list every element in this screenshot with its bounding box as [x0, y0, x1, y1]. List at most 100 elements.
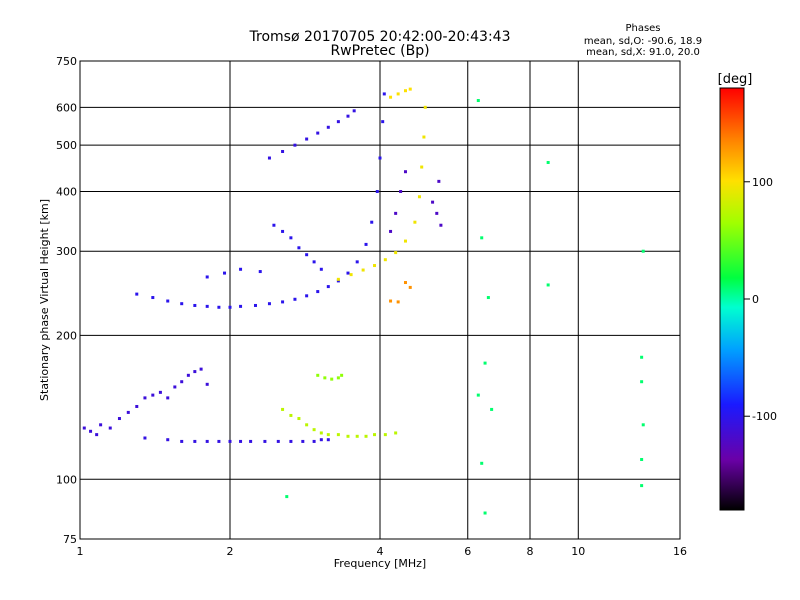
point-2-8 [346, 434, 350, 438]
series-2 [281, 407, 398, 438]
point-4-1 [151, 296, 155, 300]
point-4-22 [378, 156, 382, 160]
point-11-12 [640, 484, 644, 488]
point-1-10 [158, 390, 162, 394]
point-4-8 [239, 304, 243, 308]
point-2-6 [326, 433, 330, 437]
point-1-11 [166, 396, 170, 400]
point-2-4 [312, 428, 316, 432]
point-5-5 [326, 125, 330, 129]
point-6-8 [223, 271, 227, 275]
point-0-2 [180, 439, 184, 443]
point-5-2 [293, 143, 297, 147]
gridlines [80, 61, 680, 539]
point-0-10 [276, 439, 280, 443]
point-1-2 [95, 433, 99, 437]
point-4-24 [382, 92, 386, 96]
point-3-0 [316, 373, 320, 377]
y-tick-400: 400 [56, 185, 77, 198]
point-1-12 [173, 385, 177, 389]
point-2-10 [364, 434, 368, 438]
point-11-10 [641, 423, 645, 427]
point-11-9 [640, 380, 644, 384]
chart-subtitle: RwPretec (Bp) [330, 43, 429, 59]
point-0-11 [289, 439, 293, 443]
point-4-6 [217, 305, 221, 309]
point-3-2 [330, 377, 334, 381]
point-8-7 [413, 220, 417, 224]
series-3 [316, 373, 344, 381]
point-11-5 [546, 160, 550, 164]
series-0 [143, 436, 330, 443]
x-axis-label: Frequency [MHz] [334, 557, 426, 570]
series-7 [389, 170, 443, 233]
point-0-6 [228, 439, 232, 443]
point-8-2 [361, 268, 365, 272]
point-4-10 [267, 302, 271, 306]
point-0-3 [193, 439, 197, 443]
point-0-0 [143, 436, 147, 440]
point-11-14 [285, 495, 289, 499]
point-0-14 [319, 438, 323, 442]
point-11-13 [483, 511, 487, 515]
point-3-4 [340, 373, 344, 377]
point-5-8 [352, 109, 356, 113]
point-1-5 [117, 417, 121, 421]
point-2-11 [373, 433, 377, 437]
point-2-0 [281, 407, 285, 411]
point-7-7 [437, 179, 441, 183]
point-4-14 [316, 290, 320, 294]
point-8-11 [423, 105, 427, 109]
colorbar-gradient [719, 87, 745, 511]
y-axis-label: Stationary phase Virtual Height [km] [38, 199, 51, 401]
point-0-4 [205, 439, 209, 443]
phases-heading: Phases [625, 23, 660, 34]
y-tick-750: 750 [56, 55, 77, 68]
point-7-6 [439, 223, 443, 227]
point-8-3 [373, 264, 377, 268]
point-4-21 [375, 189, 379, 193]
point-11-1 [480, 236, 484, 240]
point-4-20 [370, 220, 374, 224]
x-tick-6: 6 [464, 545, 471, 558]
point-11-0 [476, 99, 480, 103]
point-11-11 [640, 457, 644, 461]
point-8-9 [420, 165, 424, 169]
point-8-5 [394, 251, 398, 255]
colorbar-label: [deg] [718, 72, 753, 87]
point-7-2 [399, 189, 403, 193]
point-1-15 [193, 370, 197, 374]
data-points [82, 87, 645, 515]
point-6-0 [272, 223, 276, 227]
point-5-1 [281, 149, 285, 153]
point-1-6 [126, 410, 130, 414]
point-0-9 [263, 439, 267, 443]
point-2-3 [305, 423, 309, 427]
point-3-3 [336, 376, 340, 380]
point-6-4 [305, 253, 309, 257]
point-4-17 [346, 271, 350, 275]
point-1-8 [143, 396, 147, 400]
point-8-4 [383, 258, 387, 262]
point-8-6 [403, 239, 407, 243]
point-1-9 [151, 393, 155, 397]
point-1-7 [135, 404, 139, 408]
point-2-2 [297, 417, 301, 421]
colorbar-tick-100: 100 [752, 176, 773, 189]
point-4-19 [364, 242, 368, 246]
point-4-0 [135, 292, 139, 296]
point-8-8 [417, 195, 421, 199]
phases-mean-x: mean, sd,X: 91.0, 20.0 [586, 47, 700, 58]
point-11-3 [483, 361, 487, 365]
point-0-12 [301, 439, 305, 443]
point-6-2 [289, 236, 293, 240]
point-11-2 [486, 296, 490, 300]
y-tick-75: 75 [63, 533, 77, 546]
point-10-1 [396, 300, 400, 304]
point-4-13 [305, 294, 309, 298]
point-4-3 [180, 302, 184, 306]
point-10-3 [408, 285, 412, 289]
point-8-1 [349, 273, 353, 277]
point-9-1 [396, 92, 400, 96]
point-4-16 [336, 279, 340, 283]
